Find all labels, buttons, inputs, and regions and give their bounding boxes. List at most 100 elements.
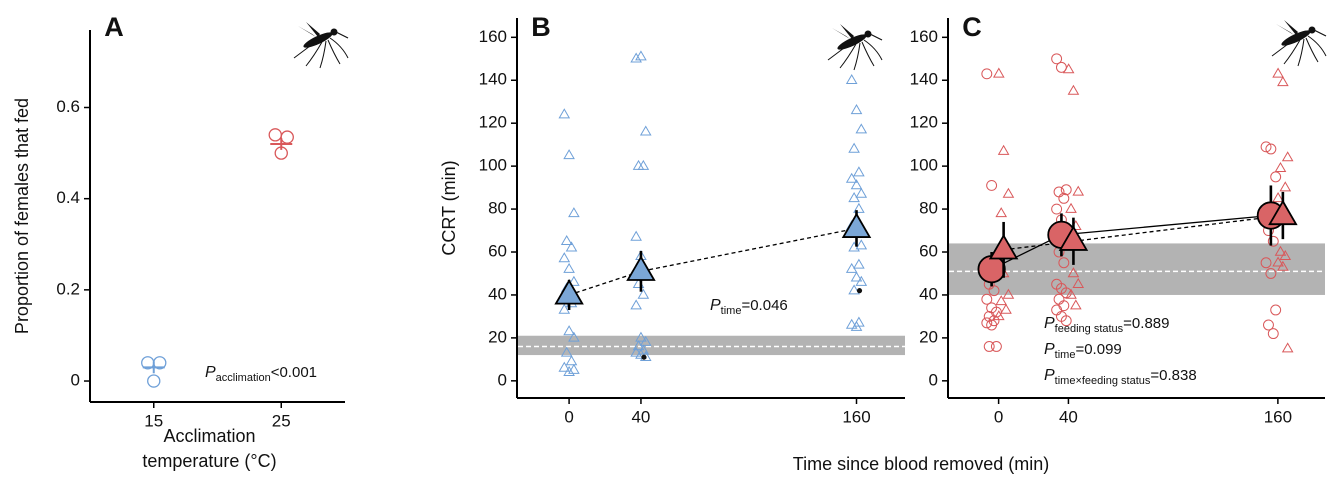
data-point bbox=[845, 262, 858, 273]
annotation-symbol: P bbox=[1044, 367, 1055, 384]
annotation: Ptime=0.046 bbox=[710, 297, 788, 317]
data-point bbox=[280, 130, 294, 144]
data-point bbox=[1058, 257, 1070, 269]
x-tick-label: 15 bbox=[144, 411, 163, 430]
data-point bbox=[1281, 151, 1294, 162]
x-tick-label: 0 bbox=[564, 407, 573, 426]
data-point bbox=[563, 262, 575, 273]
y-tick-label: 0 bbox=[929, 370, 938, 389]
data-point bbox=[850, 320, 863, 331]
y-tick-label: 0.6 bbox=[56, 97, 80, 116]
data-point bbox=[845, 73, 858, 85]
mean-marker bbox=[977, 255, 1006, 284]
data-point bbox=[845, 172, 858, 183]
mean-marker bbox=[626, 255, 656, 281]
y-tick-label: 140 bbox=[479, 70, 507, 89]
data-point bbox=[850, 104, 863, 115]
data-point bbox=[635, 348, 647, 359]
mosquito-icon bbox=[827, 23, 883, 71]
data-point bbox=[558, 303, 571, 314]
mean-marker bbox=[841, 212, 872, 238]
data-point bbox=[568, 363, 580, 374]
data-point bbox=[563, 325, 575, 336]
data-point bbox=[1265, 143, 1277, 155]
data-point bbox=[637, 288, 650, 299]
y-axis-label: CCRT (min) bbox=[439, 160, 459, 255]
data-point bbox=[632, 340, 645, 351]
annotation: Pfeeding status=0.889 bbox=[1044, 315, 1169, 335]
mean-marker bbox=[988, 233, 1019, 260]
mean-marker bbox=[554, 279, 584, 305]
data-point bbox=[853, 202, 865, 213]
data-point bbox=[848, 142, 860, 153]
y-tick-label: 100 bbox=[910, 156, 938, 175]
data-point bbox=[850, 271, 863, 282]
data-point bbox=[1267, 235, 1279, 247]
data-point bbox=[1051, 53, 1063, 65]
mosquito-icon bbox=[293, 21, 349, 69]
data-point bbox=[558, 252, 571, 263]
mean-marker bbox=[1268, 199, 1298, 226]
data-point bbox=[981, 317, 993, 329]
data-point bbox=[855, 275, 868, 286]
x-tick-label: 160 bbox=[1264, 407, 1292, 426]
y-tick-label: 20 bbox=[919, 327, 938, 346]
data-point bbox=[1062, 63, 1075, 74]
data-point bbox=[1067, 84, 1080, 95]
y-tick-label: 0 bbox=[71, 371, 80, 390]
data-point bbox=[1072, 185, 1085, 196]
data-point bbox=[986, 319, 998, 331]
data-point bbox=[992, 67, 1005, 78]
data-point bbox=[1272, 67, 1284, 78]
data-point bbox=[845, 318, 858, 329]
shared-x-label: Time since blood removed (min) bbox=[793, 454, 1049, 474]
annotation-subscript: acclimation bbox=[216, 372, 271, 384]
data-point bbox=[1279, 250, 1292, 261]
data-point bbox=[630, 299, 642, 310]
annotation-subscript: time×feeding status bbox=[1055, 375, 1151, 387]
panel-letter: C bbox=[962, 12, 982, 42]
data-point bbox=[632, 159, 645, 170]
data-point bbox=[1002, 288, 1015, 299]
data-point bbox=[560, 346, 573, 357]
data-point bbox=[1272, 192, 1284, 203]
data-point bbox=[1272, 256, 1284, 267]
data-point bbox=[983, 341, 995, 352]
data-point bbox=[855, 123, 868, 134]
data-point bbox=[1065, 202, 1077, 213]
y-tick-label: 60 bbox=[919, 241, 938, 260]
data-point bbox=[848, 192, 860, 203]
x-tick-label: 160 bbox=[842, 407, 870, 426]
data-point bbox=[855, 239, 868, 250]
reference-band bbox=[518, 335, 905, 356]
annotation: Pacclimation<0.001 bbox=[205, 364, 317, 384]
y-tick-label: 100 bbox=[479, 156, 507, 175]
data-point bbox=[1277, 260, 1289, 271]
data-point bbox=[981, 293, 993, 305]
data-point bbox=[268, 128, 282, 142]
y-tick-label: 140 bbox=[910, 70, 938, 89]
data-point bbox=[1072, 277, 1085, 288]
data-point bbox=[995, 207, 1008, 218]
x-axis-label: temperature (°C) bbox=[142, 451, 276, 471]
data-point bbox=[1270, 171, 1282, 183]
annotation-symbol: P bbox=[710, 297, 721, 314]
data-point bbox=[560, 234, 573, 246]
data-point bbox=[1058, 192, 1070, 204]
data-point bbox=[1000, 303, 1012, 314]
annotation-text: =0.099 bbox=[1075, 341, 1121, 358]
y-tick-label: 40 bbox=[919, 284, 938, 303]
y-tick-label: 120 bbox=[910, 113, 938, 132]
y-tick-label: 20 bbox=[488, 327, 507, 346]
x-axis-label: Acclimation bbox=[163, 426, 255, 446]
data-point bbox=[630, 346, 642, 357]
mean-line bbox=[568, 227, 857, 296]
data-point bbox=[1260, 141, 1272, 153]
data-point bbox=[1277, 76, 1289, 87]
data-point bbox=[639, 335, 652, 346]
data-point bbox=[563, 365, 575, 376]
data-point bbox=[1281, 342, 1294, 353]
y-tick-label: 0 bbox=[498, 370, 507, 389]
x-tick-label: 0 bbox=[994, 407, 1003, 426]
data-point bbox=[637, 159, 650, 170]
